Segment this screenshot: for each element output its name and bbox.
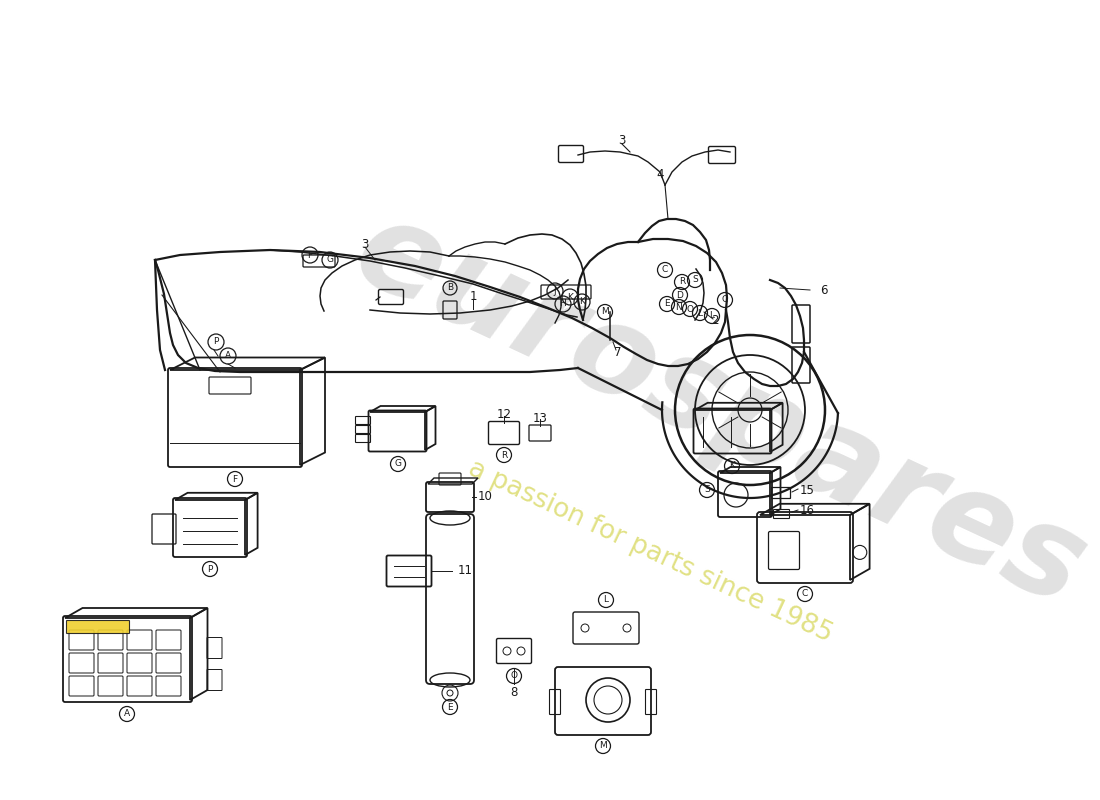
Text: a passion for parts since 1985: a passion for parts since 1985	[464, 456, 836, 648]
Text: E: E	[448, 702, 453, 711]
Text: 6: 6	[820, 283, 827, 297]
Text: O: O	[510, 671, 517, 681]
Text: G: G	[327, 255, 333, 265]
Text: K: K	[729, 462, 735, 470]
Text: S: S	[692, 275, 697, 285]
Text: 8: 8	[510, 686, 518, 698]
Text: J: J	[553, 286, 557, 295]
Text: L: L	[604, 595, 608, 605]
Text: 13: 13	[532, 411, 548, 425]
Text: M: M	[600, 742, 607, 750]
Text: K: K	[579, 298, 585, 306]
Text: D: D	[676, 290, 683, 299]
Text: G: G	[395, 459, 402, 469]
Text: F: F	[232, 474, 238, 483]
Text: N: N	[675, 302, 682, 311]
Text: 2: 2	[712, 314, 718, 326]
Text: 12: 12	[496, 409, 512, 422]
Text: 3: 3	[618, 134, 626, 146]
Text: C: C	[802, 590, 808, 598]
Text: C: C	[662, 266, 668, 274]
Text: L: L	[710, 311, 715, 321]
Text: 16: 16	[800, 503, 815, 517]
Text: 10: 10	[478, 490, 493, 503]
Text: eurospares: eurospares	[337, 188, 1100, 632]
Text: R: R	[500, 450, 507, 459]
Text: A: A	[124, 710, 130, 718]
Text: F: F	[307, 250, 312, 259]
Text: M: M	[601, 307, 609, 317]
Text: K: K	[568, 293, 573, 302]
Text: L: L	[697, 309, 703, 318]
Text: C: C	[722, 295, 728, 305]
Text: R: R	[679, 278, 685, 286]
Text: S: S	[704, 486, 710, 494]
FancyBboxPatch shape	[66, 621, 130, 634]
Text: 3: 3	[361, 238, 368, 251]
Text: 15: 15	[800, 483, 815, 497]
Text: B: B	[447, 283, 453, 293]
Text: 4: 4	[657, 169, 663, 182]
Text: 7: 7	[614, 346, 622, 358]
Text: A: A	[224, 351, 231, 361]
Text: 11: 11	[458, 565, 473, 578]
Text: O: O	[686, 305, 693, 314]
Text: P: P	[213, 338, 219, 346]
Text: E: E	[664, 299, 670, 309]
Text: H: H	[560, 299, 566, 309]
Text: 1: 1	[470, 290, 476, 303]
Text: P: P	[207, 565, 212, 574]
